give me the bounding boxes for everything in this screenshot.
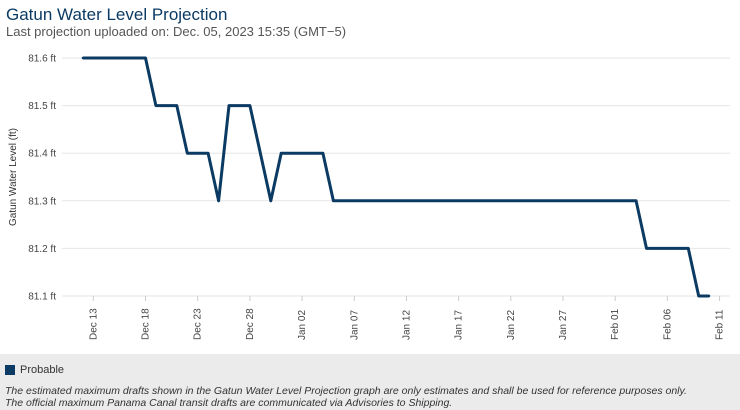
x-tick-label: Jan 12 [401, 310, 412, 340]
data-point[interactable] [186, 152, 189, 155]
data-point[interactable] [154, 104, 158, 107]
data-point[interactable] [645, 247, 648, 250]
data-point[interactable] [144, 56, 147, 60]
y-tick-label: 81.5 ft [28, 101, 56, 112]
data-point[interactable] [175, 104, 179, 107]
chart-gridlines [62, 57, 730, 297]
legend-swatch-probable [5, 365, 15, 375]
y-tick-label: 81.3 ft [28, 196, 56, 207]
data-point[interactable] [373, 199, 377, 202]
y-tick-label: 81.1 ft [28, 292, 56, 303]
y-tick-label: 81.6 ft [28, 54, 56, 65]
y-tick-label: 81.2 ft [28, 244, 56, 255]
x-tick-label: Feb 11 [715, 309, 726, 340]
disclaimer-line-2: The official maximum Panama Canal transi… [5, 397, 453, 409]
legend-label-probable: Probable [20, 364, 65, 376]
x-tick-label: Jan 17 [454, 310, 465, 340]
series-group [81, 56, 711, 298]
data-point[interactable] [227, 104, 231, 107]
x-tick-label: Dec 13 [88, 308, 99, 340]
data-point[interactable] [290, 152, 293, 155]
chart-title: Gatun Water Level Projection [6, 5, 228, 24]
x-tick-label: Jan 27 [558, 310, 569, 340]
data-point[interactable] [332, 199, 335, 202]
data-point[interactable] [81, 56, 85, 60]
data-point[interactable] [687, 247, 690, 250]
x-tick-label: Jan 07 [349, 310, 360, 340]
data-point[interactable] [321, 152, 325, 155]
data-point[interactable] [206, 152, 210, 155]
data-point[interactable] [279, 152, 283, 155]
x-tick-label: Jan 22 [506, 310, 517, 340]
y-axis-ticks: 81.6 ft 81.5 ft 81.4 ft 81.3 ft 81.2 ft 81.1 … [28, 54, 56, 303]
x-axis-ticks: Dec 13 Dec 18 Dec 23 Dec 28 Jan 02 Jan 07 Jan … [88, 296, 726, 340]
disclaimer-line-1: The estimated maximum drafts shown in th… [5, 385, 687, 397]
data-point[interactable] [269, 199, 272, 202]
data-point[interactable] [707, 294, 711, 298]
water-level-chart: 81.6 ft 81.5 ft 81.4 ft 81.3 ft 81.2 ft 81.1 … [8, 54, 730, 340]
disclaimer: The estimated maximum drafts shown in th… [5, 385, 735, 409]
x-tick-label: Feb 06 [662, 308, 673, 340]
x-tick-label: Feb 01 [610, 308, 621, 340]
chart-footer: Probable The estimated maximum drafts sh… [0, 354, 740, 410]
data-point[interactable] [634, 199, 638, 202]
upload-timestamp: Last projection uploaded on: Dec. 05, 20… [6, 24, 347, 39]
x-tick-label: Dec 18 [141, 308, 152, 340]
data-point[interactable] [248, 104, 252, 107]
series-line-probable [82, 56, 710, 298]
x-tick-label: Jan 02 [297, 310, 308, 340]
y-tick-label: 81.4 ft [28, 149, 56, 160]
y-axis-title: Gatun Water Level (ft) [8, 128, 19, 226]
data-point[interactable] [217, 199, 220, 202]
x-tick-label: Dec 28 [245, 308, 256, 340]
x-tick-label: Dec 23 [193, 308, 204, 340]
data-point[interactable] [697, 294, 700, 298]
legend[interactable]: Probable [5, 364, 64, 376]
